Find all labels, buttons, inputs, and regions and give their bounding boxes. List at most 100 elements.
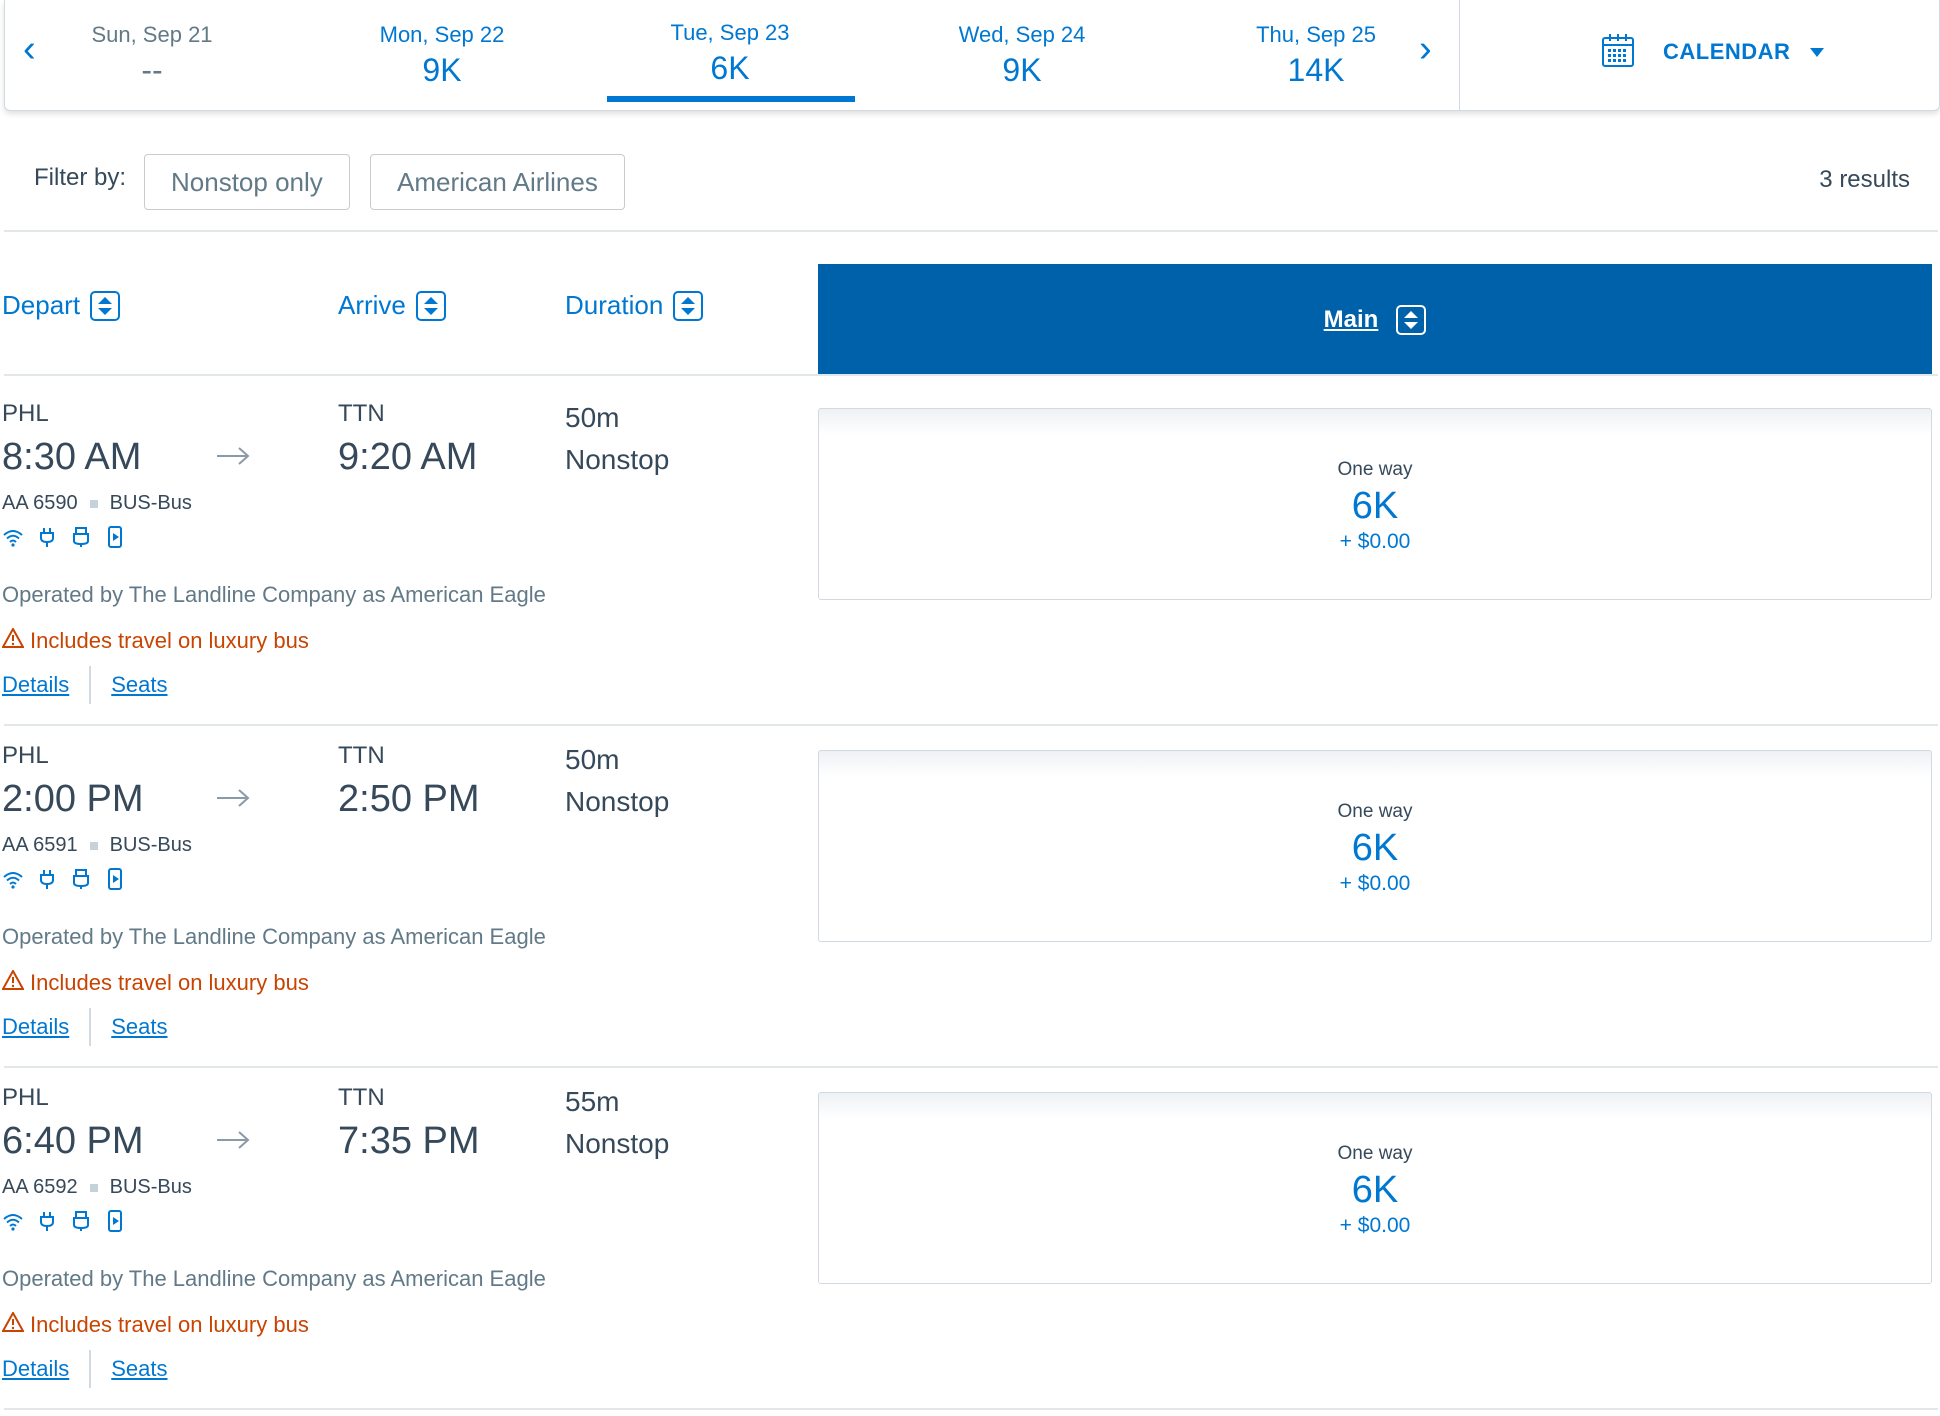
date-tab-day: Sun, Sep 21 <box>91 22 213 47</box>
warning-icon <box>1 968 30 996</box>
flight-links: Details Seats <box>2 1008 168 1046</box>
filter-label: Filter by: <box>34 164 127 191</box>
equipment: BUS-Bus <box>109 1176 192 1198</box>
fare-taxes: + $0.00 <box>1339 530 1411 553</box>
previous-dates-arrow-icon[interactable]: ‹ <box>23 28 36 70</box>
flight-number: AA 6591 <box>2 834 78 856</box>
usb-power-icon <box>70 1210 92 1232</box>
right-arrow-icon <box>216 1130 250 1155</box>
amenities <box>2 868 126 890</box>
power-outlet-icon <box>36 526 58 548</box>
separator <box>89 499 98 508</box>
operated-by: Operated by The Landline Company as Amer… <box>2 1266 546 1291</box>
details-link[interactable]: Details <box>2 672 70 697</box>
stops: Nonstop <box>565 1128 670 1159</box>
depart-time: 6:40 PM <box>2 1120 144 1162</box>
arrive-airport: TTN <box>338 1084 385 1111</box>
usb-power-icon <box>70 868 92 890</box>
warning-text: Includes travel on luxury bus <box>30 970 309 995</box>
filter-nonstop-only[interactable]: Nonstop only <box>144 154 350 210</box>
entertainment-icon <box>104 526 126 548</box>
fare-points: 6K <box>1351 485 1399 527</box>
divider <box>4 1066 1938 1068</box>
separator <box>89 841 98 850</box>
flight-number: AA 6592 <box>2 1176 78 1198</box>
entertainment-icon <box>104 868 126 890</box>
depart-airport: PHL <box>2 1084 49 1111</box>
details-link[interactable]: Details <box>2 1014 70 1039</box>
date-tab-price: 9K <box>1002 52 1042 88</box>
calendar-label: CALENDAR <box>1663 39 1791 64</box>
date-tab-day: Thu, Sep 25 <box>1256 22 1376 47</box>
sort-depart-header[interactable]: Depart <box>2 290 121 321</box>
date-tab-price: 9K <box>422 52 462 88</box>
bus-warning: Includes travel on luxury bus <box>1 626 309 654</box>
sort-icon[interactable] <box>1396 305 1427 335</box>
warning-icon <box>1 1310 30 1338</box>
operated-by: Operated by The Landline Company as Amer… <box>2 924 546 949</box>
date-tab-sep-23[interactable]: Tue, Sep 23 6K <box>605 0 855 110</box>
date-tab-day: Mon, Sep 22 <box>379 22 505 47</box>
wifi-icon <box>2 868 24 890</box>
details-link[interactable]: Details <box>2 1356 70 1381</box>
sort-arrive-label: Arrive <box>338 290 406 320</box>
flight-row: PHL 8:30 AM TTN 9:20 AM AA 6590 BUS-Bus … <box>0 376 1940 718</box>
separator <box>89 1350 92 1388</box>
duration: 50m <box>565 744 620 775</box>
filter-american-airlines[interactable]: American Airlines <box>370 154 625 210</box>
seats-link[interactable]: Seats <box>111 672 168 697</box>
fare-taxes: + $0.00 <box>1339 1214 1411 1237</box>
warning-icon <box>1 626 30 654</box>
date-tab-sep-24[interactable]: Wed, Sep 24 9K <box>897 0 1147 110</box>
seats-link[interactable]: Seats <box>111 1014 168 1039</box>
separator <box>89 666 92 704</box>
divider <box>4 724 1938 726</box>
right-arrow-icon <box>216 788 250 813</box>
date-tab-price: -- <box>141 52 163 88</box>
flight-info: AA 6592 BUS-Bus <box>2 1176 192 1199</box>
fare-type: One way <box>1337 1143 1413 1164</box>
sort-duration-label: Duration <box>565 290 664 320</box>
warning-text: Includes travel on luxury bus <box>30 628 309 653</box>
wifi-icon <box>2 1210 24 1232</box>
right-arrow-icon <box>216 446 250 471</box>
calendar-dropdown-button[interactable]: CALENDAR <box>1601 32 1825 73</box>
date-tab-day: Wed, Sep 24 <box>958 22 1086 47</box>
main-fare-button[interactable]: One way 6K + $0.00 <box>818 408 1932 600</box>
seats-link[interactable]: Seats <box>111 1356 168 1381</box>
entertainment-icon <box>104 1210 126 1232</box>
main-fare-button[interactable]: One way 6K + $0.00 <box>818 1092 1932 1284</box>
next-dates-arrow-icon[interactable]: › <box>1419 28 1432 70</box>
arrive-time: 7:35 PM <box>338 1120 480 1162</box>
amenities <box>2 526 126 548</box>
arrive-time: 9:20 AM <box>338 436 478 478</box>
bus-warning: Includes travel on luxury bus <box>1 1310 309 1338</box>
warning-text: Includes travel on luxury bus <box>30 1312 309 1337</box>
caret-down-icon <box>1810 47 1825 57</box>
sort-icon <box>90 290 121 321</box>
calendar-icon <box>1601 32 1635 73</box>
divider <box>4 374 1938 376</box>
fare-taxes: + $0.00 <box>1339 872 1411 895</box>
duration: 55m <box>565 1086 620 1117</box>
usb-power-icon <box>70 526 92 548</box>
arrive-airport: TTN <box>338 742 385 769</box>
main-fare-button[interactable]: One way 6K + $0.00 <box>818 750 1932 942</box>
flight-links: Details Seats <box>2 1350 168 1388</box>
sort-arrive-header[interactable]: Arrive <box>338 290 446 321</box>
main-cabin-sort-link[interactable]: Main <box>1323 306 1379 333</box>
date-tab-price: 14K <box>1287 52 1345 88</box>
fare-type: One way <box>1337 459 1413 480</box>
depart-airport: PHL <box>2 400 49 427</box>
arrive-time: 2:50 PM <box>338 778 480 820</box>
depart-time: 2:00 PM <box>2 778 144 820</box>
results-count: 3 results <box>1819 166 1910 193</box>
date-tab-sep-25[interactable]: Thu, Sep 25 14K <box>1191 0 1441 110</box>
main-cabin-header: Main <box>818 264 1932 376</box>
divider <box>4 1408 1938 1410</box>
date-tab-sep-21[interactable]: Sun, Sep 21 -- <box>27 0 277 110</box>
flight-row: PHL 2:00 PM TTN 2:50 PM AA 6591 BUS-Bus … <box>0 718 1940 1060</box>
wifi-icon <box>2 526 24 548</box>
date-tab-sep-22[interactable]: Mon, Sep 22 9K <box>317 0 567 110</box>
sort-duration-header[interactable]: Duration <box>565 290 704 321</box>
